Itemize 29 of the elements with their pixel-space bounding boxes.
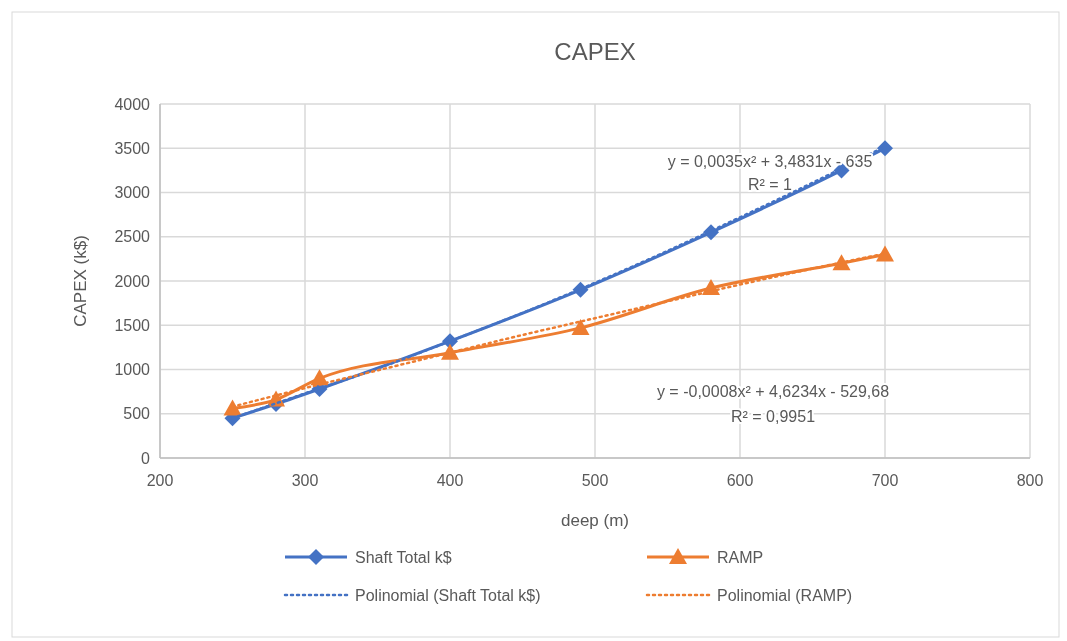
y-tick-label: 0 — [141, 449, 151, 467]
y-tick-label: 500 — [123, 405, 151, 423]
x-tick-label: 200 — [146, 472, 174, 489]
annotation: y = -0,0008x² + 4,6234x - 529,68 — [656, 382, 890, 400]
y-tick-label: 4000 — [114, 95, 151, 113]
y-tick-label: 2000 — [114, 272, 151, 290]
y-tick-label: 1000 — [114, 361, 151, 379]
x-tick-label: 400 — [436, 472, 464, 489]
y-axis-title: CAPEX (k$) — [71, 235, 90, 327]
annotation: R² = 1 — [747, 175, 793, 193]
x-tick-label: 500 — [581, 472, 609, 489]
legend-label: Polinomial (RAMP) — [717, 586, 853, 604]
y-tick-label: 3500 — [114, 139, 151, 157]
x-tick-label: 800 — [1016, 472, 1044, 489]
x-axis-title: deep (m) — [560, 511, 630, 530]
chart-title: CAPEX — [554, 38, 636, 65]
point — [877, 140, 893, 157]
point — [571, 318, 590, 335]
x-tick-label: 700 — [871, 472, 899, 489]
y-tick-label: 2500 — [114, 228, 151, 246]
legend-label: RAMP — [717, 548, 764, 566]
y-tick-label: 3000 — [114, 184, 151, 202]
x-tick-label: 600 — [726, 472, 754, 489]
y-tick-label: 1500 — [114, 316, 151, 334]
x-tick-label: 300 — [291, 472, 319, 489]
point — [441, 343, 459, 360]
legend-label: Shaft Total k$ — [355, 548, 452, 566]
annotation: R² = 0,9951 — [730, 407, 816, 425]
legend-label: Polinomial (Shaft Total k$) — [355, 586, 541, 604]
